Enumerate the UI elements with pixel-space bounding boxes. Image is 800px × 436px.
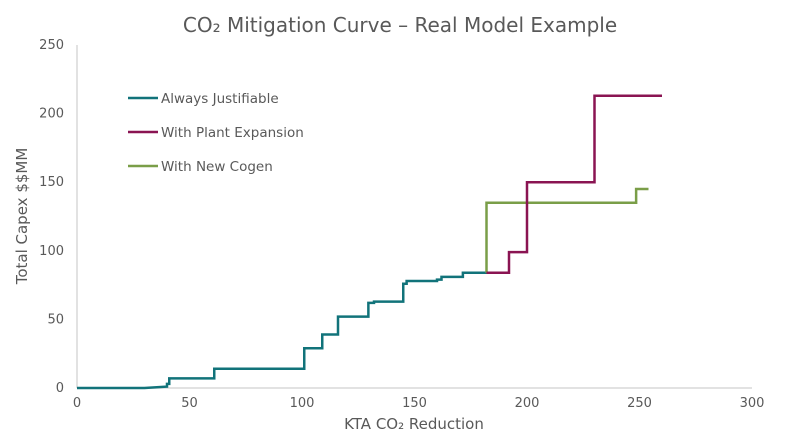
x-tick-label: 100 [290, 396, 315, 411]
y-axis-label: Total Capex $$MM [13, 148, 31, 286]
x-axis-label: KTA CO₂ Reduction [344, 415, 484, 432]
y-tick-label: 50 [47, 312, 64, 327]
legend-label: With Plant Expansion [161, 125, 304, 141]
series-line-with-plant-expansion [486, 94, 662, 275]
y-tick-label: 250 [39, 38, 64, 53]
x-tick-label: 50 [181, 396, 198, 411]
y-tick-label: 100 [39, 244, 64, 259]
series-line-always-justifiable [77, 271, 487, 390]
y-tick-label: 150 [39, 175, 64, 190]
chart-title: CO₂ Mitigation Curve – Real Model Exampl… [183, 13, 617, 37]
x-tick-label: 250 [627, 396, 652, 411]
legend-label: Always Justifiable [161, 91, 279, 107]
y-tick-label: 200 [39, 107, 64, 122]
x-tick-label: 0 [73, 396, 81, 411]
x-tick-label: 150 [402, 396, 427, 411]
x-tick-label: 300 [740, 396, 765, 411]
y-tick-label: 0 [56, 381, 64, 396]
series-line-with-new-cogen [485, 187, 649, 273]
legend-label: With New Cogen [161, 159, 273, 175]
x-tick-label: 200 [515, 396, 540, 411]
